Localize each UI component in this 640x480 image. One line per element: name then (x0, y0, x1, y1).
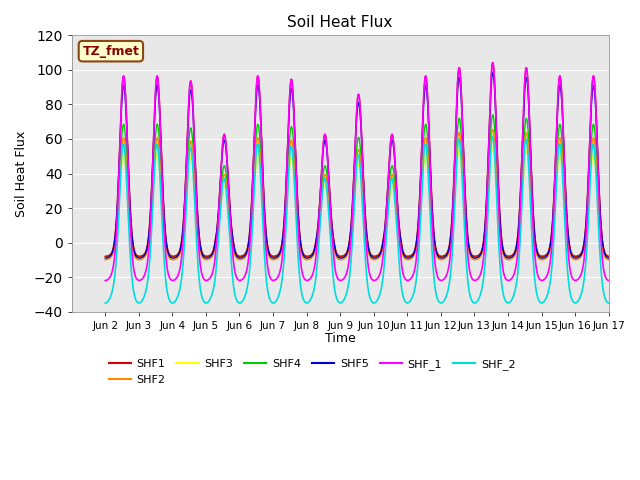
Title: Soil Heat Flux: Soil Heat Flux (287, 15, 393, 30)
SHF3 (489, 144, 497, 150)
SHF1 (545, 246, 553, 252)
SHF_2 (501, 296, 509, 302)
SHF1 (435, 252, 442, 258)
SHF5 (545, 248, 553, 253)
SHF1 (605, 253, 612, 259)
SHF_1 (435, 276, 442, 282)
SHF5 (101, 255, 109, 261)
SHF2 (435, 256, 442, 262)
SHF3 (501, 253, 509, 259)
SHF2 (489, 127, 497, 132)
SHF_1 (501, 274, 509, 280)
SHF2 (101, 257, 109, 263)
SHF1 (201, 253, 209, 259)
SHF1 (101, 253, 109, 259)
SHF2 (269, 257, 277, 263)
SHF_2 (101, 300, 109, 306)
SHF2 (501, 255, 509, 261)
SHF_1 (269, 277, 277, 283)
SHF5 (269, 255, 277, 261)
SHF_1 (605, 278, 612, 284)
SHF3 (101, 255, 109, 261)
Line: SHF3: SHF3 (105, 147, 609, 258)
SHF1 (489, 60, 497, 65)
SHF_2 (269, 300, 277, 306)
Line: SHF2: SHF2 (105, 130, 609, 260)
SHF4 (501, 252, 509, 257)
SHF1 (269, 253, 277, 259)
SHF_1 (201, 277, 209, 283)
SHF4 (213, 229, 221, 235)
Line: SHF5: SHF5 (105, 73, 609, 258)
SHF4 (101, 253, 109, 259)
SHF5 (435, 254, 442, 260)
SHF_1 (213, 231, 221, 237)
SHF1 (213, 223, 221, 228)
SHF2 (545, 251, 553, 256)
SHF3 (201, 255, 209, 261)
X-axis label: Time: Time (324, 332, 356, 345)
SHF5 (213, 225, 221, 230)
SHF2 (605, 257, 612, 263)
SHF2 (201, 257, 209, 263)
Text: TZ_fmet: TZ_fmet (83, 45, 140, 58)
SHF3 (435, 254, 442, 260)
SHF3 (213, 234, 221, 240)
SHF_1 (489, 60, 497, 66)
SHF5 (201, 255, 209, 261)
SHF_1 (545, 265, 553, 271)
SHF_2 (201, 300, 209, 305)
Legend: SHF1, SHF2, SHF3, SHF4, SHF5, SHF_1, SHF_2: SHF1, SHF2, SHF3, SHF4, SHF5, SHF_1, SHF… (104, 355, 520, 389)
SHF3 (605, 255, 612, 261)
SHF5 (605, 255, 612, 261)
SHF4 (605, 253, 612, 259)
SHF_2 (605, 300, 612, 306)
SHF4 (545, 248, 553, 253)
SHF5 (489, 70, 497, 76)
Line: SHF4: SHF4 (105, 115, 609, 256)
SHF4 (489, 112, 497, 118)
SHF4 (435, 252, 442, 258)
SHF4 (201, 253, 209, 259)
SHF_2 (489, 133, 497, 139)
SHF_2 (545, 285, 553, 291)
SHF_2 (213, 252, 221, 258)
SHF1 (501, 251, 509, 256)
SHF_1 (101, 278, 109, 284)
SHF4 (269, 253, 277, 259)
Line: SHF_2: SHF_2 (105, 136, 609, 303)
SHF2 (213, 232, 221, 238)
Y-axis label: Soil Heat Flux: Soil Heat Flux (15, 131, 28, 216)
Line: SHF_1: SHF_1 (105, 63, 609, 281)
Line: SHF1: SHF1 (105, 62, 609, 256)
SHF5 (501, 252, 509, 258)
SHF3 (269, 255, 277, 261)
SHF_2 (435, 299, 442, 304)
SHF3 (545, 250, 553, 255)
